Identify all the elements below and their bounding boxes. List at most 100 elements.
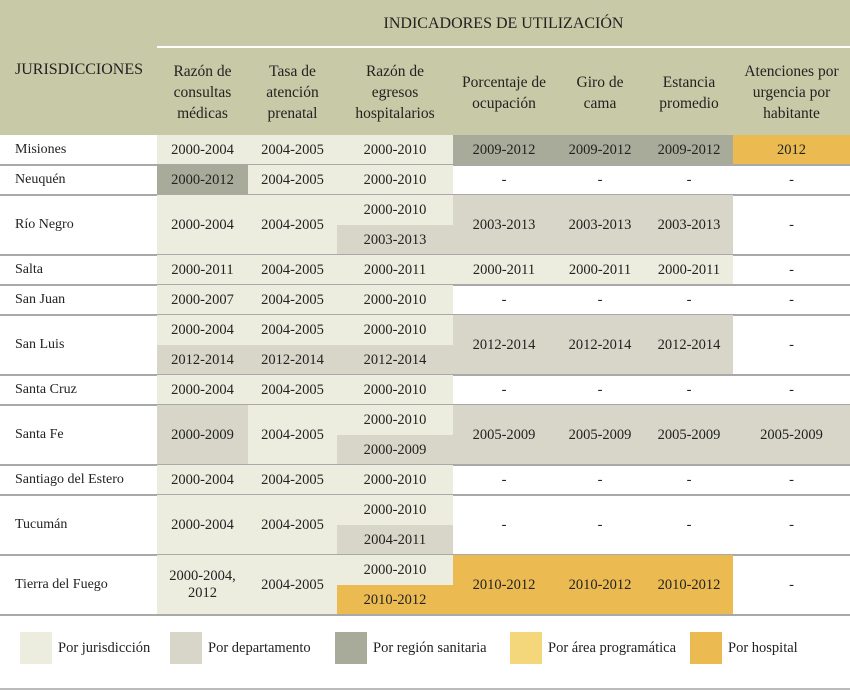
cell: 2012-2014 bbox=[555, 315, 645, 375]
column-header: Razón de egresos hospitalarios bbox=[355, 63, 435, 122]
column-header: Giro de cama bbox=[576, 73, 624, 112]
cell: 2003-2013 bbox=[555, 195, 645, 255]
cell: 2000-2009 bbox=[157, 405, 248, 465]
column-header: Razón de consultas médicas bbox=[173, 63, 232, 122]
row-header: JURISDICCIONES bbox=[15, 60, 144, 78]
jurisdiction: San Luis bbox=[15, 337, 65, 352]
cell: 2000-2010 bbox=[337, 375, 453, 405]
cell: 2003-2013 bbox=[337, 225, 453, 255]
legend-label: Por jurisdicción bbox=[58, 639, 151, 656]
cell: 2005-2009 bbox=[555, 405, 645, 465]
cell: 2000-2011 bbox=[337, 255, 453, 285]
cell: 2005-2009 bbox=[645, 405, 733, 465]
cell: - bbox=[789, 516, 794, 533]
cell: 2004-2005 bbox=[248, 135, 337, 165]
legend-label: Por región sanitaria bbox=[373, 639, 487, 656]
cell: - bbox=[501, 516, 507, 533]
column-header: Tasa de atención prenatal bbox=[266, 63, 319, 122]
jurisdiction: Santiago del Estero bbox=[15, 472, 124, 487]
cell: 2000-2010 bbox=[337, 555, 453, 585]
cell: - bbox=[686, 471, 692, 488]
cell: 2000-2004 bbox=[157, 135, 248, 165]
cell: 2003-2013 bbox=[645, 195, 733, 255]
cell: - bbox=[501, 381, 507, 398]
cell: - bbox=[501, 471, 507, 488]
cell: - bbox=[501, 171, 507, 188]
cell: 2010-2012 bbox=[645, 555, 733, 615]
cell: 2000-2004, 2012 bbox=[157, 555, 248, 615]
cell: 2000-2011 bbox=[555, 255, 645, 285]
cell: 2004-2005 bbox=[248, 495, 337, 555]
cell: 2010-2012 bbox=[453, 555, 555, 615]
legend-swatch bbox=[690, 632, 722, 664]
cell: - bbox=[597, 381, 603, 398]
legend-label: Por departamento bbox=[208, 639, 311, 656]
cell: - bbox=[597, 471, 603, 488]
cell: 2000-2004 bbox=[157, 465, 248, 495]
cell: 2000-2010 bbox=[337, 495, 453, 525]
cell: 2004-2005 bbox=[248, 255, 337, 285]
jurisdiction: Tierra del Fuego bbox=[15, 577, 108, 592]
cell: - bbox=[597, 171, 603, 188]
cell: - bbox=[789, 216, 794, 233]
cell: - bbox=[686, 291, 692, 308]
cell: 2010-2012 bbox=[555, 555, 645, 615]
cell: - bbox=[789, 381, 794, 398]
cell: 2009-2012 bbox=[645, 135, 733, 165]
cell: - bbox=[686, 381, 692, 398]
cell: 2010-2012 bbox=[337, 585, 453, 615]
jurisdiction: Misiones bbox=[15, 142, 67, 157]
cell: - bbox=[789, 261, 794, 278]
column-header: Porcentaje de ocupación bbox=[462, 73, 546, 112]
cell: 2000-2010 bbox=[337, 285, 453, 315]
cell: 2005-2009 bbox=[733, 405, 850, 465]
cell: 2000-2010 bbox=[337, 405, 453, 435]
legend-swatch bbox=[510, 632, 542, 664]
cell: - bbox=[501, 291, 507, 308]
cell: 2000-2011 bbox=[157, 255, 248, 285]
cell: 2004-2005 bbox=[248, 165, 337, 195]
bottom-rule bbox=[0, 688, 850, 690]
cell: 2005-2009 bbox=[453, 405, 555, 465]
row-rule bbox=[0, 614, 850, 616]
cell: - bbox=[597, 291, 603, 308]
cell: 2000-2004 bbox=[157, 495, 248, 555]
legend-swatch bbox=[20, 632, 52, 664]
cell: 2004-2005 bbox=[248, 555, 337, 615]
legend-label: Por hospital bbox=[728, 639, 798, 656]
cell: 2000-2010 bbox=[337, 315, 453, 345]
cell: 2012-2014 bbox=[645, 315, 733, 375]
jurisdiction: Salta bbox=[15, 262, 43, 277]
cell: - bbox=[789, 336, 794, 353]
cell: 2012-2014 bbox=[337, 345, 453, 375]
jurisdiction: Tucumán bbox=[15, 517, 68, 532]
cell: 2012 bbox=[733, 135, 850, 165]
legend-label: Por área programática bbox=[548, 639, 677, 656]
cell: - bbox=[686, 171, 692, 188]
cell: 2000-2010 bbox=[337, 195, 453, 225]
cell: - bbox=[789, 576, 794, 593]
cell: 2012-2014 bbox=[248, 345, 337, 375]
jurisdiction: Santa Fe bbox=[15, 427, 64, 442]
cell: - bbox=[686, 516, 692, 533]
jurisdiction: Río Negro bbox=[15, 217, 74, 232]
cell: 2000-2009 bbox=[337, 435, 453, 465]
cell: 2000-2010 bbox=[337, 465, 453, 495]
cell: - bbox=[597, 516, 603, 533]
cell: 2003-2013 bbox=[453, 195, 555, 255]
cell: 2009-2012 bbox=[555, 135, 645, 165]
cell: 2000-2012 bbox=[157, 165, 248, 195]
cell: - bbox=[789, 471, 794, 488]
cell: 2004-2005 bbox=[248, 405, 337, 465]
cell: 2000-2004 bbox=[157, 375, 248, 405]
cell: 2000-2011 bbox=[453, 255, 555, 285]
cell: 2000-2011 bbox=[645, 255, 733, 285]
legend-swatch bbox=[335, 632, 367, 664]
header-band bbox=[0, 0, 850, 135]
column-header: Estancia promedio bbox=[659, 73, 719, 112]
cell: - bbox=[789, 291, 794, 308]
cell: 2012-2014 bbox=[157, 345, 248, 375]
cell: 2004-2005 bbox=[248, 465, 337, 495]
cell: 2000-2004 bbox=[157, 195, 248, 255]
